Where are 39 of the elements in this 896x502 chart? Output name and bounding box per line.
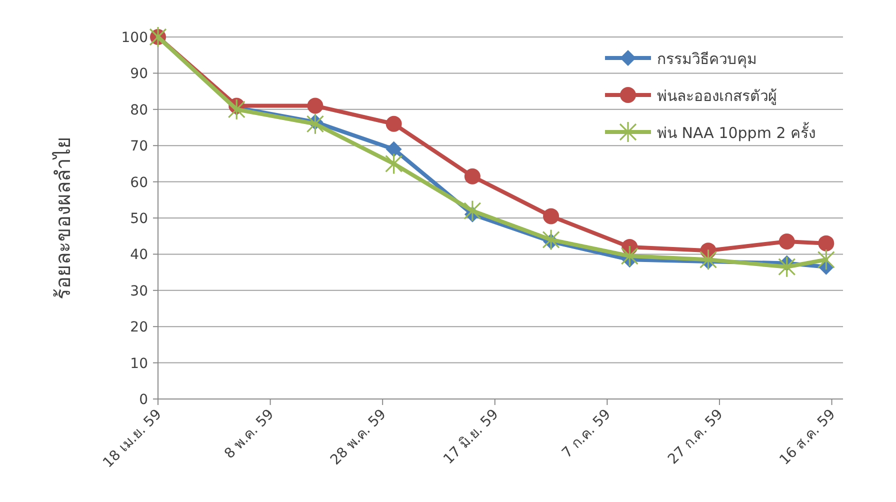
legend-label: กรรมวิธีควบคุม bbox=[657, 50, 757, 69]
x-tick-label: 27 ก.ค. 59 bbox=[665, 406, 726, 468]
point bbox=[307, 98, 324, 114]
y-tick-label: 30 bbox=[130, 283, 148, 300]
x-tick-label: 8 พ.ค. 59 bbox=[222, 406, 278, 462]
y-tick-label: 20 bbox=[130, 320, 148, 336]
legend-label: พ่น NAA 10ppm 2 ครั้ง bbox=[657, 122, 816, 142]
point bbox=[778, 256, 796, 278]
y-tick-label: 10 bbox=[130, 356, 148, 372]
y-axis-title: ร้อยละของผลลำไย bbox=[51, 136, 75, 300]
point bbox=[542, 228, 560, 251]
y-tick-label: 0 bbox=[139, 392, 148, 408]
point bbox=[543, 208, 560, 224]
y-tick-label: 60 bbox=[130, 174, 148, 191]
point bbox=[385, 152, 403, 174]
point bbox=[464, 200, 482, 222]
y-tick-label: 100 bbox=[121, 30, 148, 46]
y-tick-label: 80 bbox=[130, 102, 148, 118]
x-tick-label: 18 เม.ย. 59 bbox=[100, 406, 165, 472]
y-tick-label: 50 bbox=[130, 211, 148, 227]
x-tick-label: 16 ส.ค. 59 bbox=[776, 406, 839, 468]
point bbox=[228, 98, 246, 120]
legend-label: พ่นละอองเกสรตัวผู้ bbox=[657, 87, 777, 105]
y-tick-label: 70 bbox=[130, 138, 148, 155]
x-tick-label: 7 ก.ค. 59 bbox=[559, 406, 614, 462]
point bbox=[818, 235, 834, 252]
point bbox=[699, 248, 718, 270]
point bbox=[817, 248, 835, 270]
point bbox=[386, 141, 402, 158]
point bbox=[149, 26, 167, 48]
point bbox=[464, 168, 480, 184]
y-tick-label: 90 bbox=[130, 66, 148, 82]
y-tick-label: 40 bbox=[130, 247, 148, 264]
x-tick-label: 28 พ.ค. 59 bbox=[328, 406, 390, 468]
point bbox=[386, 116, 402, 132]
point bbox=[620, 245, 638, 267]
point bbox=[778, 234, 795, 250]
x-tick-label: 17 มิ.ย. 59 bbox=[440, 406, 502, 468]
point bbox=[306, 113, 324, 135]
